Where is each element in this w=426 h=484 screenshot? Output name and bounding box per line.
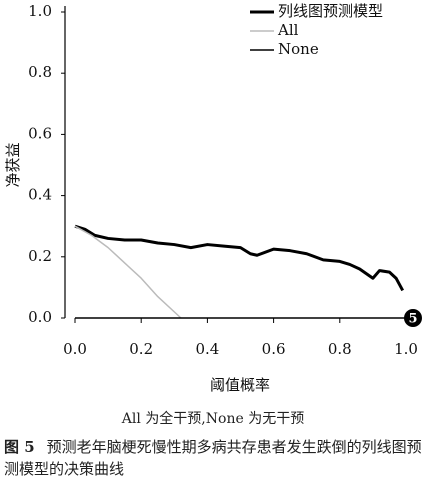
y-tick-label: 0.6	[28, 124, 52, 142]
series-line	[74, 225, 182, 319]
x-tick-label: 0.0	[63, 340, 87, 358]
x-tick-label: 0.8	[328, 340, 352, 358]
y-axis-label: 净获益	[4, 142, 22, 187]
legend-label: All	[277, 21, 299, 39]
x-tick-label: 0.4	[195, 340, 219, 358]
y-tick-label: 1.0	[28, 2, 52, 20]
chart: 净获益 阈值概率 0.0 0.2 0.4 0.6 0.8 1.0 0.0 0.2 0.4 0.6 0…	[4, 2, 422, 394]
legend-label: 列线图预测模型	[278, 2, 383, 20]
caption-text: 预测老年脑梗死慢性期多病共存患者发生跌倒的列线图预测模型的决策曲线	[4, 438, 422, 478]
figure-label: 图 5	[4, 438, 35, 456]
series-line	[74, 224, 405, 292]
y-tick-label: 0.8	[28, 63, 52, 81]
y-tick-label: 0.4	[28, 186, 52, 204]
legend-label: None	[278, 40, 319, 58]
caption: 图 5 预测老年脑梗死慢性期多病共存患者发生跌倒的列线图预测模型的决策曲线	[4, 436, 422, 480]
note: All 为全干预,None 为无干预	[121, 411, 305, 427]
y-tick-label: 0.2	[28, 247, 52, 265]
badge-label: 5	[408, 312, 417, 327]
y-tick-label: 0.0	[28, 308, 52, 326]
x-tick-label: 1.0	[394, 340, 418, 358]
x-tick-label: 0.6	[262, 340, 286, 358]
x-tick-label: 0.2	[129, 340, 153, 358]
x-axis-label: 阈值概率	[210, 376, 270, 394]
badge	[404, 309, 422, 327]
